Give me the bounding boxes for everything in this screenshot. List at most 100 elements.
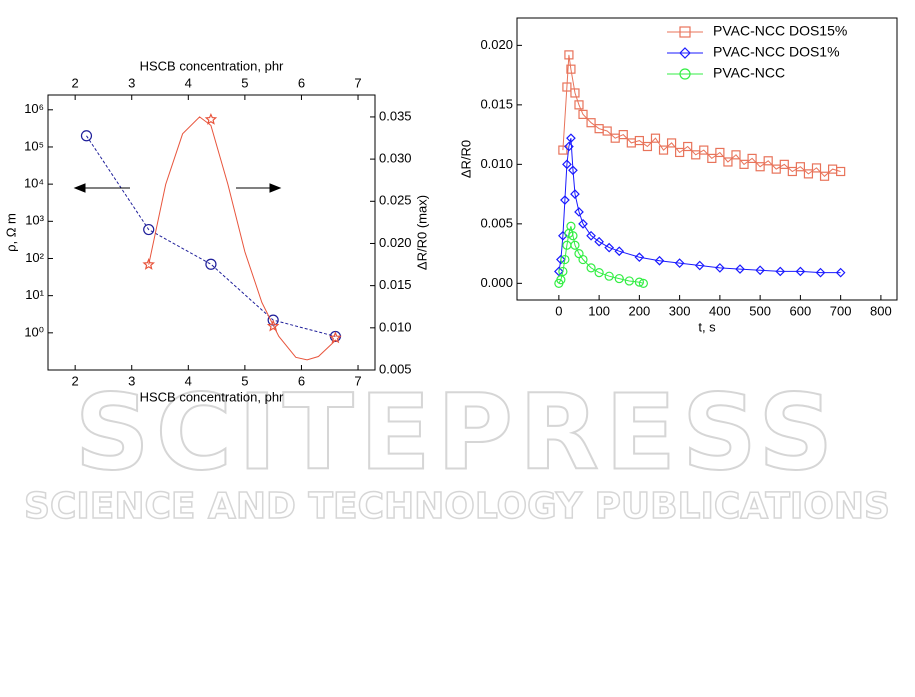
x-tick-label: 2	[72, 373, 79, 388]
y-tick-label: 10⁴	[24, 176, 44, 191]
point	[594, 268, 604, 278]
point	[658, 145, 669, 155]
x2-tick-label: 2	[72, 75, 79, 90]
x-tick-label: 400	[709, 303, 731, 318]
point	[574, 207, 584, 217]
point	[811, 163, 822, 173]
y-tick-label: 10³	[25, 213, 44, 228]
point	[578, 218, 588, 229]
point	[568, 165, 578, 176]
point	[80, 130, 93, 142]
point	[266, 319, 280, 332]
point	[735, 264, 745, 274]
point	[602, 126, 612, 136]
point	[795, 162, 805, 172]
point	[747, 153, 757, 164]
y-tick-label: 10¹	[25, 287, 44, 302]
point	[586, 118, 596, 128]
point	[624, 276, 634, 286]
point	[586, 263, 596, 273]
point	[683, 141, 693, 152]
x2-tick-label: 4	[185, 75, 192, 90]
x-tick-label: 200	[629, 303, 651, 318]
x2-tick-label: 7	[354, 75, 361, 90]
point	[699, 145, 709, 155]
y2-tick-label: 0.005	[379, 361, 412, 376]
point	[787, 166, 797, 177]
y-tick-label: 10⁰	[24, 324, 44, 339]
point	[755, 265, 765, 276]
point	[570, 189, 580, 199]
y-tick-label: 10⁵	[24, 138, 44, 153]
point	[570, 88, 580, 98]
x2-tick-label: 5	[241, 75, 248, 90]
point	[142, 258, 155, 270]
x-tick-label: 600	[790, 303, 812, 318]
point	[205, 258, 217, 270]
point	[604, 242, 615, 253]
point	[618, 130, 628, 140]
y2-tick-label: 0.030	[379, 151, 412, 166]
x2-tick-label: 6	[298, 75, 305, 90]
y-axis-label: ΔR/R0	[458, 140, 473, 178]
point	[566, 221, 576, 231]
x-tick-label: 3	[128, 373, 135, 388]
x-tick-label: 5	[241, 373, 248, 388]
x2-axis-label: HSCB concentration, phr	[140, 58, 284, 73]
x-tick-label: 300	[669, 303, 691, 318]
point	[836, 166, 846, 177]
y-tick-label: 0.005	[480, 215, 513, 230]
point	[614, 273, 624, 284]
point	[570, 240, 580, 250]
point	[204, 112, 218, 125]
legend-label: PVAC-NCC DOS1%	[713, 44, 840, 60]
legend-marker	[679, 68, 691, 80]
point	[560, 195, 570, 205]
x-tick-label: 700	[830, 303, 852, 318]
arrow-right	[236, 183, 282, 193]
series-line	[86, 135, 336, 337]
point	[564, 141, 574, 152]
point	[642, 141, 653, 152]
legend-label: PVAC-NCC DOS15%	[713, 23, 847, 39]
point	[638, 278, 648, 288]
point	[675, 147, 685, 158]
point	[739, 159, 749, 169]
arrow-left	[73, 183, 130, 193]
point	[634, 135, 644, 146]
point	[556, 254, 566, 265]
y-tick-label: 0.010	[480, 156, 513, 171]
point	[566, 64, 576, 74]
point	[586, 230, 596, 241]
y2-tick-label: 0.015	[379, 277, 412, 292]
point	[560, 254, 570, 265]
point	[554, 266, 564, 277]
point	[694, 260, 705, 271]
point	[666, 138, 677, 148]
y2-tick-label: 0.020	[379, 235, 412, 250]
point	[329, 331, 342, 344]
x-tick-label: 800	[870, 303, 892, 318]
point	[763, 156, 773, 166]
point	[594, 236, 604, 247]
chart-left: 2 3 4 5 6 7 2 3 4 5 6 7 10⁰ 10¹ 10² 10³ 10⁴ 10⁵ 10⁶ 0.005 0.…	[3, 58, 429, 404]
legend-marker	[679, 47, 691, 59]
y-tick-label: 10⁶	[24, 101, 44, 116]
watermark-subtitle: SCIENCE AND TECHNOLOGY PUBLICATIONS	[24, 486, 890, 527]
y2-tick-label: 0.025	[379, 193, 412, 208]
point	[803, 169, 814, 179]
y2-tick-label: 0.035	[379, 108, 412, 123]
point	[835, 267, 846, 278]
point	[634, 252, 645, 263]
point	[674, 258, 685, 268]
x-tick-label: 0	[555, 303, 562, 318]
y-tick-label: 0.000	[480, 275, 513, 290]
point	[819, 171, 830, 181]
point	[558, 266, 568, 277]
point	[558, 145, 568, 155]
legend-marker	[679, 26, 691, 38]
point	[691, 150, 701, 160]
y-tick-label: 10²	[25, 250, 44, 265]
